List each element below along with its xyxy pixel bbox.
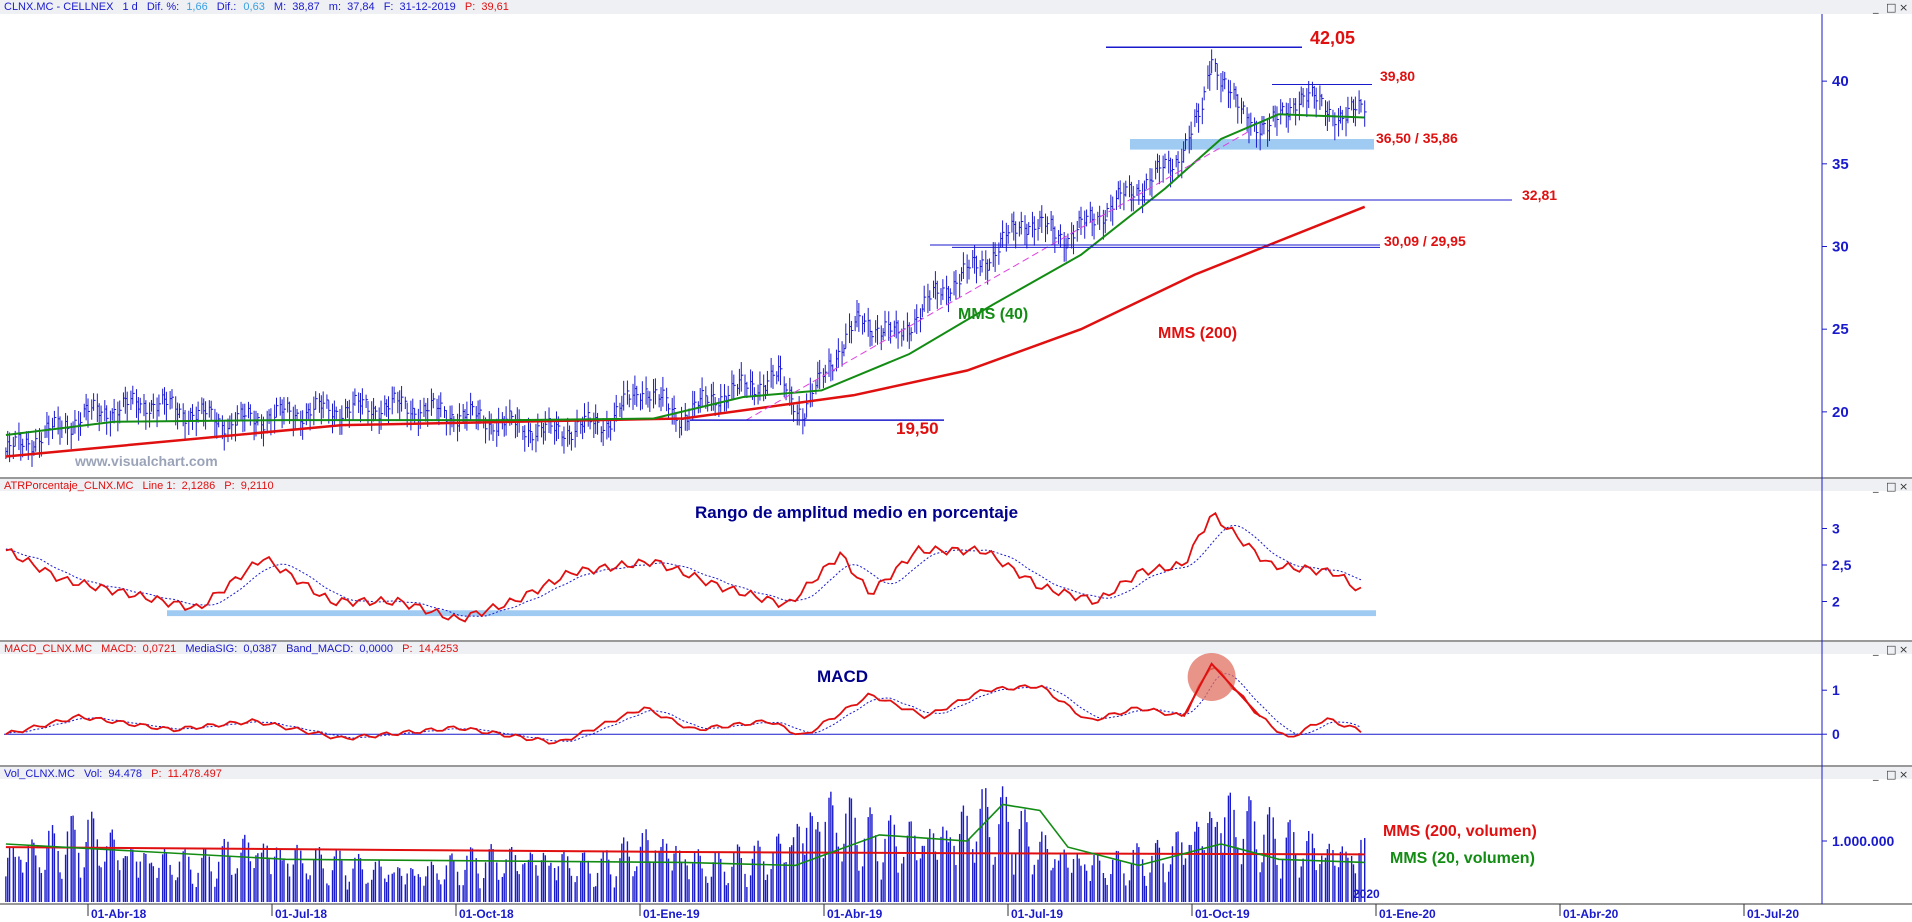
sma200-label: MMS (200) xyxy=(1158,325,1237,342)
atr-header: ATRPorcentaje_CLNX.MC Line 1: 2,1286 P: … xyxy=(4,480,274,492)
level1-label: 32,81 xyxy=(1522,187,1557,203)
window-button-1-0: _ xyxy=(1872,480,1879,493)
window-button-1-2: × xyxy=(1899,480,1908,493)
macd-line xyxy=(5,666,1362,745)
x-label-6: 01-Oct-19 xyxy=(1195,907,1250,921)
x-label-2: 01-Oct-18 xyxy=(459,907,514,921)
atr-ytick-1: 2,5 xyxy=(1832,557,1852,573)
support-band xyxy=(1130,139,1374,150)
window-button-3-1: □ xyxy=(1886,768,1896,781)
macd-ytick-1: 1 xyxy=(1832,682,1840,698)
x-label-4: 01-Abr-19 xyxy=(827,907,883,921)
atr-header-bar xyxy=(0,479,1912,491)
window-button-3-2: × xyxy=(1899,768,1908,781)
volume-sma20-line xyxy=(5,803,1365,867)
window-button-2-1: □ xyxy=(1886,643,1896,656)
volume-header-bar xyxy=(0,767,1912,779)
x-label-9: 01-Jul-20 xyxy=(1747,907,1799,921)
price-header-bar xyxy=(0,0,1912,14)
window-button-0-2: × xyxy=(1899,1,1908,14)
level2-label: 30,09 / 29,95 xyxy=(1384,233,1466,249)
macd-peak-line xyxy=(1182,662,1261,718)
price-ytick-4: 40 xyxy=(1832,73,1849,90)
sma40-label: MMS (40) xyxy=(958,306,1028,323)
window-button-2-2: × xyxy=(1899,643,1908,656)
atr-band xyxy=(167,610,1376,617)
atr-line xyxy=(5,511,1362,623)
price-ytick-2: 30 xyxy=(1832,239,1849,256)
atr-signal-line xyxy=(5,524,1362,617)
volume-sma20-label: MMS (20, volumen) xyxy=(1390,850,1535,867)
window-button-3-0: _ xyxy=(1872,768,1879,781)
atr-title: Rango de amplitud medio en porcentaje xyxy=(695,503,1018,522)
macd-ytick-0: 0 xyxy=(1832,726,1840,742)
volume-ytick-0: 1.000.000 xyxy=(1832,833,1894,849)
x-label-5: 01-Jul-19 xyxy=(1011,907,1063,921)
atr-ytick-2: 3 xyxy=(1832,521,1840,537)
volume-header: Vol_CLNX.MC Vol: 94.478 P: 11.478.497 xyxy=(4,768,222,780)
window-button-1-1: □ xyxy=(1886,480,1896,493)
sma40-line xyxy=(5,113,1365,436)
window-button-0-1: □ xyxy=(1886,1,1896,14)
price-ytick-1: 25 xyxy=(1832,321,1849,338)
high-label: 42,05 xyxy=(1310,28,1355,48)
macd-header-bar xyxy=(0,642,1912,654)
macd-signal-line xyxy=(5,672,1362,742)
x-label-7: 01-Ene-20 xyxy=(1379,907,1436,921)
volume-sma200-label: MMS (200, volumen) xyxy=(1383,823,1537,840)
year-label: 2020 xyxy=(1353,887,1380,901)
window-button-2-0: _ xyxy=(1872,643,1879,656)
price-header: CLNX.MC - CELLNEX 1 d Dif. %: 1,66 Dif.:… xyxy=(4,1,509,13)
volume-sma200-line xyxy=(5,846,1365,856)
x-label-0: 01-Abr-18 xyxy=(91,907,147,921)
macd-peak-highlight xyxy=(1187,653,1236,701)
window-button-0-0: _ xyxy=(1872,1,1879,14)
resistance-label: 39,80 xyxy=(1380,68,1415,84)
price-ytick-0: 20 xyxy=(1832,404,1849,421)
macd-title: MACD xyxy=(817,667,868,686)
x-label-1: 01-Jul-18 xyxy=(275,907,327,921)
low-label: 19,50 xyxy=(896,419,939,438)
macd-header: MACD_CLNX.MC MACD: 0,0721 MediaSIG: 0,03… xyxy=(4,643,458,655)
x-label-8: 01-Abr-20 xyxy=(1563,907,1619,921)
sma200-line xyxy=(5,205,1366,458)
x-label-3: 01-Ene-19 xyxy=(643,907,700,921)
price-ytick-3: 35 xyxy=(1832,156,1849,173)
watermark: www.visualchart.com xyxy=(74,453,218,469)
atr-ytick-0: 2 xyxy=(1832,594,1840,610)
support-band-label: 36,50 / 35,86 xyxy=(1376,130,1458,146)
trendline xyxy=(745,130,1251,421)
